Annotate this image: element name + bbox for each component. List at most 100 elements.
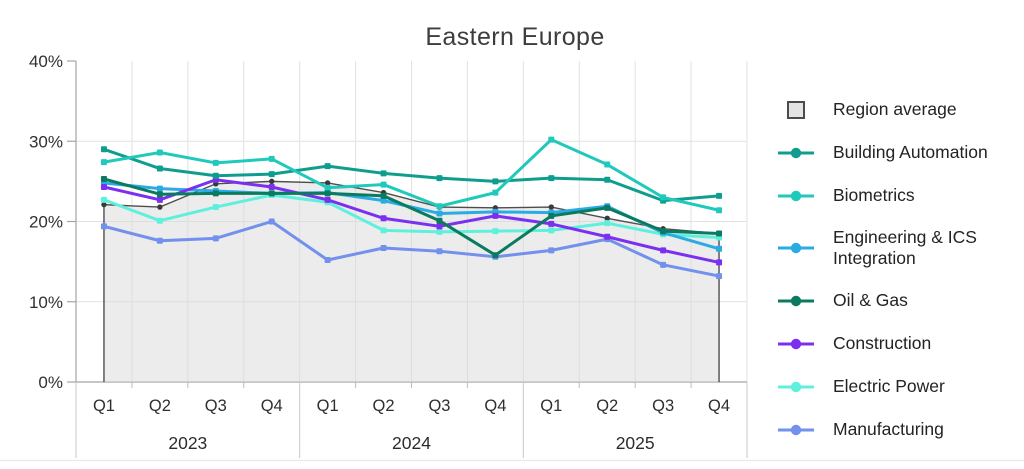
data-point [492,228,499,235]
data-point [716,192,723,199]
data-point [548,247,555,254]
x-axis-year-label: 2024 [392,433,431,453]
data-point [436,217,443,224]
data-point [380,244,387,251]
legend-item-region-average[interactable]: Region average [778,88,1024,131]
data-point [660,247,667,254]
data-point [492,252,499,259]
data-point [604,220,611,227]
legend-line-dot-icon [778,294,814,308]
data-point [268,183,275,190]
legend-label: Building Automation [833,142,988,163]
data-point [100,196,107,203]
x-axis-quarter-label: Q1 [540,397,562,415]
x-axis-quarter-label: Q1 [93,397,115,415]
data-point [212,235,219,242]
x-axis-quarter-label: Q4 [708,397,730,415]
data-point [604,233,611,240]
legend-line-dot-icon [778,189,814,203]
data-point [548,136,555,143]
data-point [100,146,107,153]
legend-item-electric-power[interactable]: Electric Power [778,365,1024,408]
y-axis-label: 20% [29,213,63,232]
data-point [268,218,275,225]
legend-label: Engineering & ICS Integration [833,227,977,268]
data-point [380,227,387,234]
legend-item-engineering-ics-integration[interactable]: Engineering & ICS Integration [778,217,1024,279]
data-point [156,149,163,156]
data-point [604,204,611,211]
x-axis-quarter-label: Q3 [428,397,450,415]
data-point [156,237,163,244]
legend-line-dot-icon [778,241,814,255]
data-point [716,245,723,252]
data-point [492,212,499,219]
data-point [380,215,387,222]
legend-label: Manufacturing [833,419,944,440]
y-axis-label: 10% [29,293,63,312]
data-point [436,223,443,230]
data-point [156,217,163,224]
y-axis-label: 30% [29,132,63,151]
data-point [604,161,611,168]
legend-label: Electric Power [833,376,945,397]
x-axis-quarter-label: Q3 [652,397,674,415]
data-point [324,190,331,197]
avg-point [548,204,554,210]
region-average-swatch [787,100,805,119]
data-point [156,191,163,198]
x-axis-quarter-label: Q2 [149,397,171,415]
data-point [436,203,443,210]
data-point [660,194,667,201]
data-point [268,171,275,178]
legend-line-dot-icon [778,146,814,160]
data-point [212,190,219,197]
data-point [212,204,219,211]
y-axis-label: 0% [38,373,63,392]
series-line-oil-gas [100,175,723,259]
data-point [604,176,611,183]
data-point [380,181,387,188]
legend-item-building-automation[interactable]: Building Automation [778,131,1024,174]
x-axis-quarter-label: Q3 [205,397,227,415]
data-point [716,207,723,214]
data-point [436,248,443,255]
data-point [660,261,667,268]
data-point [268,155,275,162]
data-point [156,185,163,192]
avg-point [324,180,331,186]
x-axis-year-label: 2025 [616,433,655,453]
data-point [212,172,219,179]
y-axis-label: 40% [29,52,63,71]
avg-point [604,215,610,221]
data-point [100,175,107,182]
data-point [380,197,387,204]
legend-item-manufacturing[interactable]: Manufacturing [778,408,1024,451]
legend-item-oil-gas[interactable]: Oil & Gas [778,279,1024,322]
x-axis-quarter-label: Q2 [373,397,395,415]
data-point [548,220,555,227]
x-axis-quarter-label: Q4 [261,397,283,415]
data-point [548,227,555,234]
data-point [548,212,555,219]
data-point [436,228,443,235]
legend-square-icon [778,100,814,119]
data-point [268,190,275,197]
legend-label: Construction [833,333,932,354]
data-point [156,196,163,203]
data-point [380,192,387,199]
data-point [156,165,163,172]
legend-item-construction[interactable]: Construction [778,322,1024,365]
data-point [100,223,107,230]
data-point [380,170,387,177]
legend-item-biometrics[interactable]: Biometrics [778,174,1024,217]
x-axis-quarter-label: Q2 [596,397,618,415]
data-point [212,159,219,166]
data-point [324,196,331,203]
x-axis-quarter-label: Q4 [484,397,506,415]
data-point [436,210,443,217]
legend-label: Region average [833,99,957,120]
series-line-biometrics [100,136,723,214]
